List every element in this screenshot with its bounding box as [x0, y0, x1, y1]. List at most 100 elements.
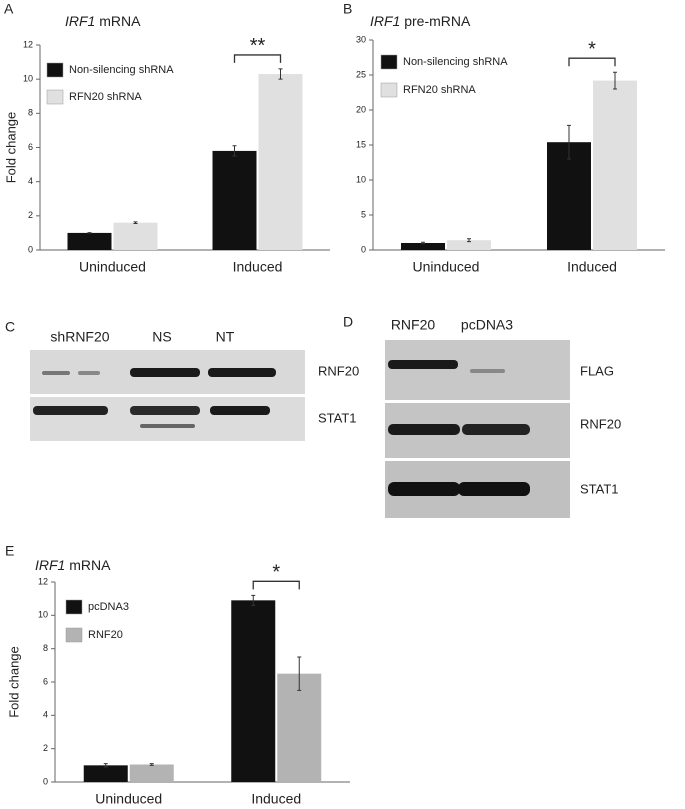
legend-label: pcDNA3: [88, 601, 129, 613]
chart-title: IRF1 pre-mRNA: [370, 13, 471, 29]
bar: [447, 240, 491, 250]
legend-swatch: [380, 54, 398, 70]
y-tick-label: 15: [356, 139, 366, 149]
bar: [593, 80, 637, 250]
row-label: FLAG: [580, 363, 614, 378]
y-tick-label: 10: [23, 74, 33, 84]
blot-strip: [30, 397, 305, 441]
band: [388, 424, 460, 435]
blot-c: [30, 350, 305, 441]
band: [78, 371, 100, 375]
significance-bracket: [568, 57, 616, 67]
legend-label: RNF20: [88, 629, 123, 641]
band: [140, 424, 195, 428]
bar: [67, 232, 112, 250]
band: [130, 406, 200, 415]
row-label: RNF20: [580, 416, 621, 431]
band: [33, 406, 108, 415]
bar: [547, 142, 591, 250]
panel-label: A: [4, 1, 14, 17]
bar: [277, 673, 322, 782]
lane-label: shRNF20: [50, 329, 109, 345]
legend-swatch: [380, 82, 398, 98]
y-tick-label: 4: [28, 176, 33, 186]
y-tick-label: 2: [43, 743, 48, 753]
y-tick-label: 8: [28, 108, 33, 118]
y-tick-label: 20: [356, 104, 366, 114]
band: [210, 406, 270, 415]
y-tick-label: 8: [43, 643, 48, 653]
legend-swatch: [65, 627, 83, 643]
band: [42, 371, 70, 375]
y-tick-label: 5: [361, 209, 366, 219]
row-label: RNF20: [318, 363, 359, 378]
legend-label: Non-silencing shRNA: [403, 56, 508, 68]
error-bar: [251, 594, 256, 606]
y-tick-label: 4: [43, 710, 48, 720]
significance-bracket: [233, 54, 282, 63]
lane-label: NS: [152, 329, 171, 345]
lane-label: NT: [216, 329, 235, 345]
legend-label: Non-silencing shRNA: [69, 64, 174, 76]
error-bar: [133, 221, 138, 225]
y-tick-label: 6: [43, 676, 48, 686]
bar: [212, 150, 257, 250]
blot-d: [385, 340, 570, 518]
bar: [258, 74, 303, 251]
error-bar: [87, 232, 92, 234]
error-bar: [421, 241, 425, 245]
chart-title: IRF1 mRNA: [35, 557, 111, 573]
panel-label: B: [343, 1, 352, 17]
error-bar: [567, 124, 571, 160]
band: [388, 360, 458, 369]
panel-label: C: [5, 319, 15, 335]
row-label: STAT1: [580, 481, 619, 496]
bar: [129, 764, 174, 782]
legend-label: RFN20 shRNA: [403, 84, 476, 96]
bar: [83, 765, 128, 782]
significance-label: *: [588, 38, 596, 60]
panel-label: D: [343, 314, 353, 330]
x-tick-label: Induced: [233, 259, 283, 275]
band: [208, 368, 276, 377]
y-tick-label: 12: [38, 576, 48, 586]
band: [130, 368, 200, 377]
x-tick-label: Induced: [251, 791, 301, 807]
panel-label: E: [5, 543, 14, 559]
legend-swatch: [46, 89, 64, 105]
band: [458, 482, 530, 496]
legend-swatch: [65, 599, 83, 615]
bar: [113, 222, 158, 250]
row-label: STAT1: [318, 410, 357, 425]
y-axis-label: Fold change: [3, 112, 18, 184]
error-bar: [149, 763, 154, 766]
error-bar: [467, 238, 471, 243]
error-bar: [232, 145, 237, 157]
error-bar: [103, 763, 108, 768]
error-bar: [613, 71, 617, 90]
band: [470, 369, 505, 373]
band: [462, 424, 530, 435]
error-bar: [297, 656, 302, 691]
y-tick-label: 25: [356, 69, 366, 79]
bar: [231, 600, 276, 782]
y-tick-label: 2: [28, 210, 33, 220]
y-tick-label: 6: [28, 142, 33, 152]
significance-label: **: [250, 35, 266, 57]
y-tick-label: 0: [28, 244, 33, 254]
significance-bracket: [252, 580, 300, 590]
bar: [401, 243, 445, 250]
error-bar: [278, 68, 283, 80]
chart-title: IRF1 mRNA: [65, 13, 141, 29]
significance-label: *: [272, 562, 280, 584]
x-tick-label: Uninduced: [79, 259, 146, 275]
y-tick-label: 10: [38, 610, 48, 620]
y-tick-label: 0: [43, 776, 48, 786]
x-tick-label: Induced: [567, 259, 617, 275]
x-tick-label: Uninduced: [413, 259, 480, 275]
y-tick-label: 12: [23, 39, 33, 49]
band: [388, 482, 460, 496]
lane-label: pcDNA3: [461, 317, 513, 333]
lane-label: RNF20: [391, 317, 436, 333]
